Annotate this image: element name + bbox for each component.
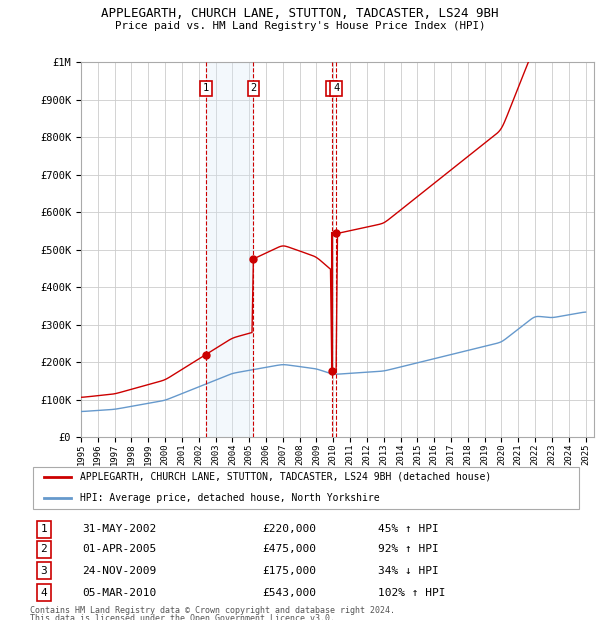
Text: 01-APR-2005: 01-APR-2005	[82, 544, 157, 554]
Text: 05-MAR-2010: 05-MAR-2010	[82, 588, 157, 598]
Text: 3: 3	[328, 83, 335, 93]
Text: 1: 1	[40, 525, 47, 534]
Text: HPI: Average price, detached house, North Yorkshire: HPI: Average price, detached house, Nort…	[80, 494, 379, 503]
Text: £175,000: £175,000	[262, 565, 316, 575]
Text: 31-MAY-2002: 31-MAY-2002	[82, 525, 157, 534]
Text: £475,000: £475,000	[262, 544, 316, 554]
Text: £220,000: £220,000	[262, 525, 316, 534]
Text: 45% ↑ HPI: 45% ↑ HPI	[378, 525, 439, 534]
Text: 1: 1	[203, 83, 209, 93]
Text: APPLEGARTH, CHURCH LANE, STUTTON, TADCASTER, LS24 9BH (detached house): APPLEGARTH, CHURCH LANE, STUTTON, TADCAS…	[80, 472, 491, 482]
Text: 102% ↑ HPI: 102% ↑ HPI	[378, 588, 445, 598]
Text: £543,000: £543,000	[262, 588, 316, 598]
Text: 4: 4	[333, 83, 339, 93]
Text: 34% ↓ HPI: 34% ↓ HPI	[378, 565, 439, 575]
Text: APPLEGARTH, CHURCH LANE, STUTTON, TADCASTER, LS24 9BH: APPLEGARTH, CHURCH LANE, STUTTON, TADCAS…	[101, 7, 499, 20]
Text: 24-NOV-2009: 24-NOV-2009	[82, 565, 157, 575]
Text: This data is licensed under the Open Government Licence v3.0.: This data is licensed under the Open Gov…	[30, 614, 335, 620]
Text: 92% ↑ HPI: 92% ↑ HPI	[378, 544, 439, 554]
Text: 2: 2	[250, 83, 257, 93]
Text: 4: 4	[40, 588, 47, 598]
FancyBboxPatch shape	[33, 467, 579, 509]
Bar	[206, 62, 253, 437]
Text: Price paid vs. HM Land Registry's House Price Index (HPI): Price paid vs. HM Land Registry's House …	[115, 21, 485, 31]
Text: Contains HM Land Registry data © Crown copyright and database right 2024.: Contains HM Land Registry data © Crown c…	[30, 606, 395, 616]
Text: 2: 2	[40, 544, 47, 554]
Text: 3: 3	[40, 565, 47, 575]
